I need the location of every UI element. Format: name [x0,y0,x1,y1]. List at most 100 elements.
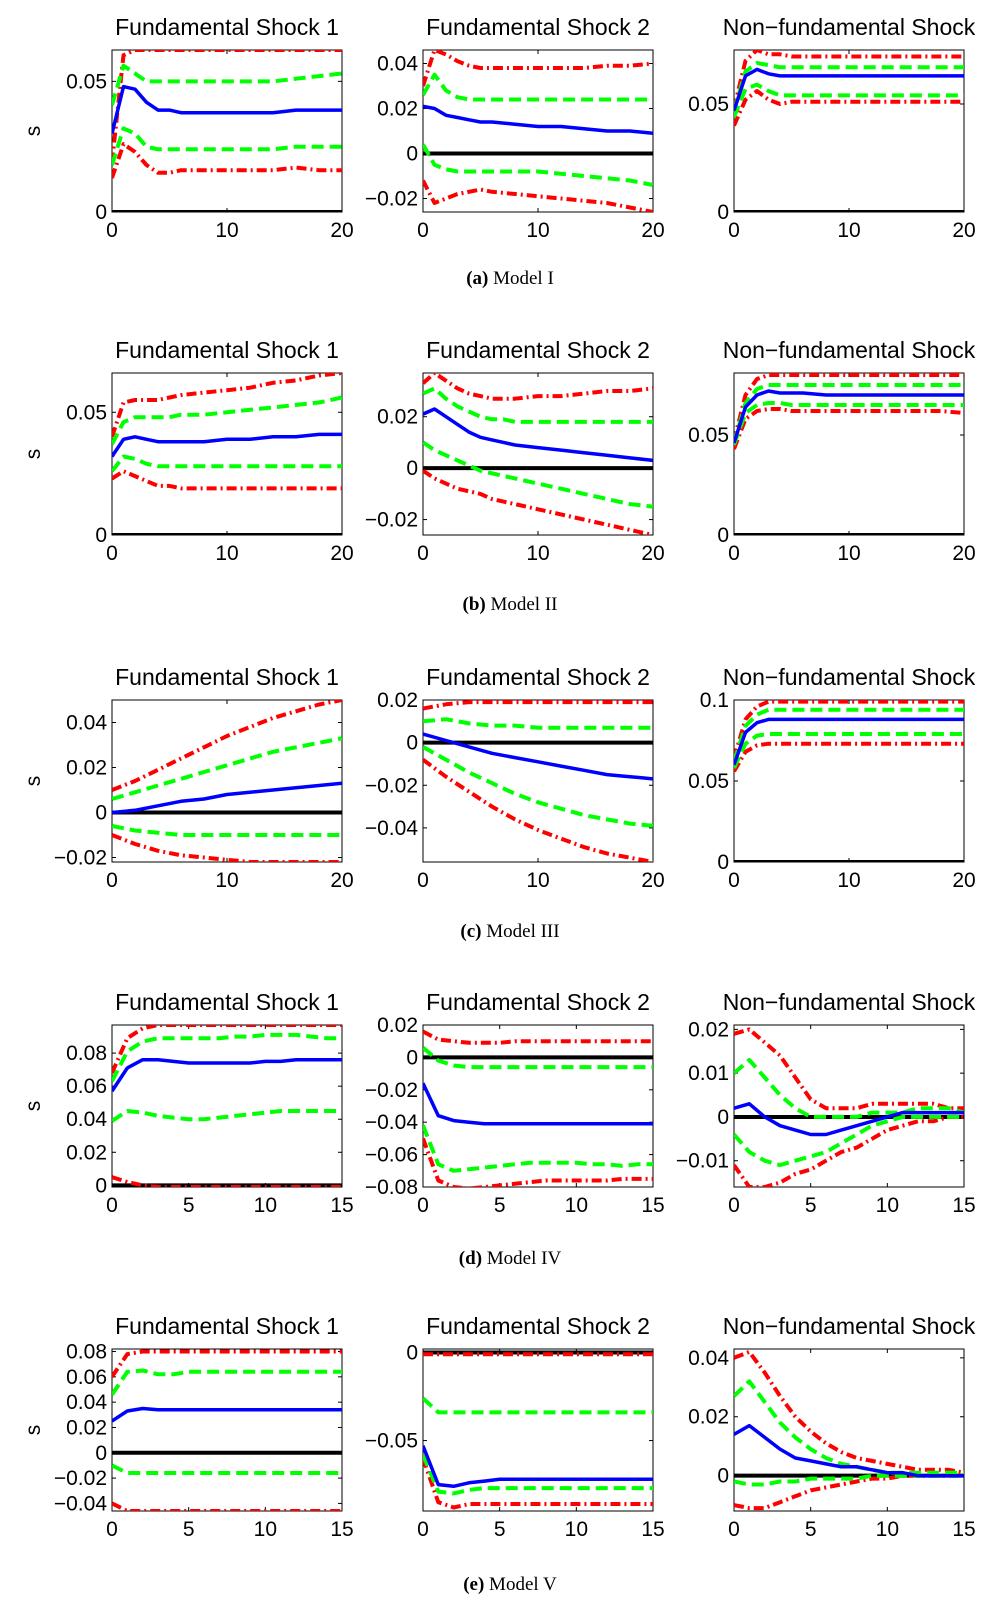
x-tick-label: 0 [106,1194,118,1217]
series-line-inner [112,1109,342,1123]
series-line-median [112,1406,342,1423]
series-group [112,50,342,212]
x-tick-label: 10 [876,1518,899,1541]
y-tick-label: 0 [717,1465,729,1488]
y-tick-label: 0.1 [700,689,729,712]
series-line-outer [112,1349,342,1378]
x-tick-label: 0 [728,1518,740,1541]
x-tick-label: 20 [641,219,664,242]
x-tick-label: 0 [417,542,429,565]
panel-r5-c2: 0 5 10 15 −0.05 0 Fundamental Shock 2 [365,1313,665,1541]
x-tick-label: 0 [728,869,740,892]
series-group [112,1349,342,1511]
x-tick-label: 0 [417,1518,429,1541]
series-line-inner [112,736,342,801]
series-line-inner [734,82,964,118]
panel-title: Non−fundamental Shock [723,664,976,690]
series-line-inner [734,732,964,769]
series-line-outer [734,407,964,450]
series-line-median [734,389,964,444]
panel-r2-c2: 0 10 20 −0.02 0 0.02 Fundamental Shock 2 [365,337,665,565]
x-tick-label: 10 [837,219,860,242]
x-tick-label: 0 [417,1194,429,1217]
x-tick-label: 10 [215,869,238,892]
y-tick-label: 0.02 [688,1406,729,1429]
series-line-median [112,84,342,135]
y-tick-label: 0 [406,1046,418,1069]
panel-r1-c2: 0 10 20 −0.02 0 0.02 0.04 Fundamental Shock 2 [365,14,665,242]
y-tick-label: −0.05 [365,1430,418,1453]
series-line-median [423,732,653,781]
plot-area [111,49,343,213]
series-line-median [734,717,964,766]
x-tick-label: 15 [641,1194,664,1217]
series-line-inner [423,1046,653,1070]
panel-title: Fundamental Shock 2 [426,664,650,690]
y-tick-label: 0.04 [66,1108,107,1131]
series-line-inner [112,1368,342,1396]
series-group [112,700,342,862]
series-line-outer [734,1114,964,1187]
plot-area [422,1024,654,1188]
panel-r1-c1: 0 10 20 0 0.05 Fundamental Shock 1 s [22,14,354,242]
series-group [734,1027,964,1187]
x-tick-label: 0 [106,219,118,242]
series-line-median [734,1102,964,1137]
series-line-inner [423,440,653,509]
caption-row-5: (e) Model V [463,1574,557,1595]
panel-title: Fundamental Shock 1 [115,337,339,363]
x-tick-label: 5 [805,1518,817,1541]
series-line-outer [734,373,964,442]
caption-letter: (b) [463,594,486,615]
series-line-inner [112,1032,342,1083]
y-tick-label: 0.02 [688,1018,729,1041]
panel-r4-c1: 0 5 10 15 0 0.02 0.04 0.06 0.08 Fundamental Shock… [22,989,354,1217]
panel-r4-c2: 0 5 10 15 −0.08 −0.06 −0.04 −0.02 0 0.02 Fundament… [365,989,665,1217]
series-line-outer [423,758,653,862]
x-tick-label: 10 [215,219,238,242]
y-tick-label: 0 [406,1342,418,1365]
series-line-inner [112,454,342,473]
series-line-outer [112,142,342,179]
series-group [112,373,342,535]
x-tick-label: 10 [565,1194,588,1217]
plot-area [733,1348,965,1512]
x-tick-label: 20 [952,869,975,892]
y-axis-label: s [22,1425,45,1436]
series-line-median [423,407,653,463]
panel-r5-c3: 0 5 10 15 0 0.02 0.04 Non−fundamental Shock [688,1313,976,1541]
y-tick-label: 0.05 [688,424,729,447]
x-tick-label: 10 [837,869,860,892]
series-line-inner [423,143,653,187]
x-tick-label: 20 [952,542,975,565]
x-tick-label: 5 [183,1518,195,1541]
caption-text: Model IV [482,1248,561,1269]
series-line-outer [423,1029,653,1045]
caption-row-2: (b) Model II [463,594,558,615]
panel-title: Fundamental Shock 2 [426,1313,650,1339]
x-tick-label: 15 [330,1518,353,1541]
y-axis-label: s [22,1101,45,1112]
series-line-outer [423,700,653,711]
panel-title: Fundamental Shock 2 [426,989,650,1015]
x-tick-label: 20 [330,869,353,892]
panel-r5-c1: 0 5 10 15−0.04−0.0200.020.040.060.08Fundame… [22,1313,354,1541]
series-line-inner [112,126,342,166]
panel-r2-c1: 0 10 20 0 0.05 Fundamental Shock 1 s [22,337,354,565]
y-tick-label: −0.04 [365,1111,418,1134]
y-tick-label: −0.02 [54,1467,107,1490]
x-tick-label: 10 [565,1518,588,1541]
plot-area [111,1348,343,1512]
series-line-inner [423,717,653,730]
series-line-inner [734,1473,964,1487]
x-tick-label: 5 [494,1518,506,1541]
y-tick-label: 0 [717,1106,729,1129]
series-group [734,373,964,535]
x-tick-label: 20 [330,542,353,565]
series-line-inner [423,386,653,424]
x-tick-label: 10 [526,219,549,242]
series-line-inner [112,395,342,446]
series-line-median [112,1057,342,1093]
